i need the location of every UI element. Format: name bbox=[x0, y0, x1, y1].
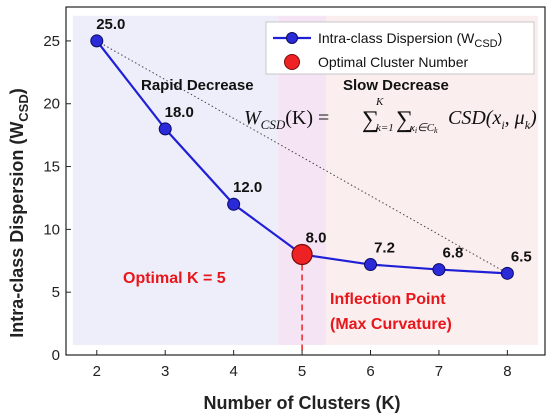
y-axis-title-sub: CSD bbox=[16, 94, 31, 121]
formula-csd-k: k bbox=[525, 118, 531, 132]
svg-text:CSD(xi, μk): CSD(xi, μk) bbox=[448, 107, 537, 132]
data-point bbox=[227, 197, 241, 211]
data-point bbox=[500, 266, 514, 280]
x-tick-label: 4 bbox=[229, 363, 237, 380]
svg-text:WCSD(K) =: WCSD(K) = bbox=[244, 107, 329, 132]
data-label: 25.0 bbox=[96, 16, 125, 33]
y-tick-label: 15 bbox=[43, 159, 60, 176]
formula-sum1-top: K bbox=[375, 96, 384, 108]
data-labels: 25.0 18.0 12.0 8.0 7.2 6.8 6.5 bbox=[96, 16, 532, 265]
region-0 bbox=[72, 15, 279, 345]
legend-series-sub: CSD bbox=[474, 38, 497, 50]
x-tick-label: 5 bbox=[298, 363, 306, 380]
optimal-point bbox=[291, 243, 313, 266]
data-point bbox=[90, 34, 104, 48]
reference-line bbox=[96, 40, 508, 274]
y-tick-label: 25 bbox=[43, 33, 60, 50]
y-axis-title: Intra-class Dispersion (WCSD) bbox=[7, 88, 31, 338]
data-label: 6.5 bbox=[511, 248, 532, 265]
y-ticks: 0 5 10 15 20 25 bbox=[43, 33, 71, 364]
legend-series-close: ) bbox=[498, 30, 503, 46]
data-point bbox=[432, 263, 446, 277]
formula-sum2-in: ∈C bbox=[417, 122, 435, 134]
legend-series-marker bbox=[286, 32, 298, 44]
x-tick-label: 6 bbox=[366, 363, 374, 380]
data-point bbox=[364, 258, 378, 272]
x-tick-label: 2 bbox=[93, 363, 101, 380]
y-tick-label: 20 bbox=[43, 96, 60, 113]
formula-sum2-x: x bbox=[409, 122, 415, 134]
region-label-slow: Slow Decrease bbox=[343, 77, 449, 94]
y-axis-title-close: ) bbox=[7, 88, 27, 94]
formula-csd-i: i bbox=[501, 118, 504, 132]
formula-sum1-bottom: k=1 bbox=[376, 122, 394, 134]
data-label: 6.8 bbox=[443, 245, 464, 262]
data-points bbox=[90, 34, 514, 280]
region-label-rapid: Rapid Decrease bbox=[141, 77, 254, 94]
formula: WCSD(K) = ∑ K k=1 ∑ xi∈Ck CSD(xi, μk) bbox=[244, 96, 537, 135]
legend: Intra-class Dispersion (WCSD) Optimal Cl… bbox=[265, 21, 535, 75]
x-tick-label: 3 bbox=[161, 363, 169, 380]
x-axis-title: Number of Clusters (K) bbox=[203, 393, 400, 413]
formula-csd-close: ) bbox=[529, 107, 537, 129]
svg-text:xi∈Ck: xi∈Ck bbox=[409, 122, 438, 135]
inflection-label-2: (Max Curvature) bbox=[330, 316, 452, 333]
x-ticks: 2 3 4 5 6 7 8 bbox=[93, 350, 512, 380]
data-label: 8.0 bbox=[306, 229, 327, 246]
svg-text:Intra-class Dispersion (WCSD): Intra-class Dispersion (WCSD) bbox=[318, 30, 502, 50]
data-label: 18.0 bbox=[165, 104, 194, 121]
legend-box bbox=[265, 21, 535, 75]
formula-w-sub: CSD bbox=[261, 117, 286, 132]
x-tick-label: 7 bbox=[435, 363, 443, 380]
y-tick-label: 10 bbox=[43, 221, 60, 238]
legend-optimal-name: Optimal Cluster Number bbox=[318, 54, 468, 70]
y-axis-title-main: Intra-class Dispersion (W bbox=[7, 122, 27, 338]
formula-sum1: ∑ bbox=[362, 107, 379, 133]
formula-w: W bbox=[244, 107, 263, 129]
legend-optimal-marker bbox=[284, 54, 300, 70]
formula-sum2-i: i bbox=[415, 126, 417, 135]
data-label: 7.2 bbox=[374, 240, 395, 257]
formula-csd: CSD(x bbox=[448, 107, 501, 129]
formula-csd-mid: , μ bbox=[505, 107, 525, 129]
formula-sum2: ∑ bbox=[396, 107, 413, 133]
legend-series-name: Intra-class Dispersion (W bbox=[318, 30, 475, 46]
x-tick-label: 8 bbox=[503, 363, 511, 380]
optimal-k-label: Optimal K = 5 bbox=[123, 270, 226, 287]
y-tick-label: 0 bbox=[52, 347, 60, 364]
data-label: 12.0 bbox=[233, 179, 262, 196]
plot-frame bbox=[65, 6, 546, 356]
data-point bbox=[158, 122, 172, 136]
inflection-label-1: Inflection Point bbox=[330, 291, 446, 308]
formula-arg: (K) = bbox=[285, 107, 329, 129]
formula-sum2-k: k bbox=[434, 126, 438, 135]
y-tick-label: 5 bbox=[52, 284, 60, 301]
